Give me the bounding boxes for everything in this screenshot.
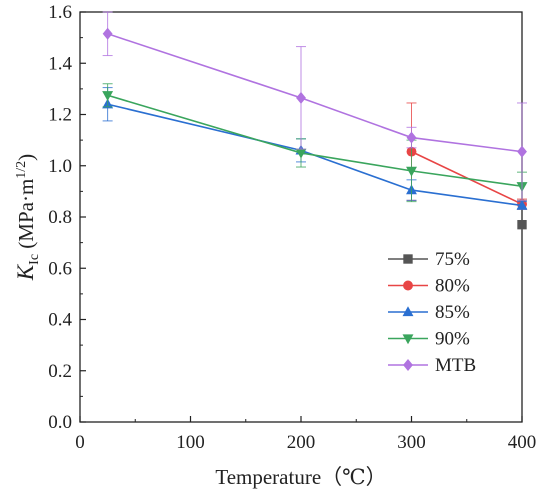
- y-axis-title-unit: (MPa·m: [14, 179, 38, 254]
- legend-label: 90%: [435, 329, 470, 350]
- data-point: [516, 199, 528, 210]
- series-line: [107, 94, 523, 188]
- data-point: [102, 91, 114, 102]
- x-tick-label: 300: [397, 432, 426, 453]
- y-tick-label: 0.8: [48, 207, 72, 228]
- series-0: [517, 220, 527, 230]
- y-axis-title-exponent: 1/2: [14, 161, 29, 179]
- y-axis-title: KIc (MPa·m1/2): [13, 154, 42, 281]
- legend: 75% 80% 85% 90% MTB: [388, 249, 476, 376]
- data-point: [517, 145, 527, 158]
- y-tick-label: 1.0: [48, 156, 72, 177]
- legend-item: 85%: [388, 302, 470, 323]
- legend-item: 80%: [388, 276, 470, 297]
- legend-marker: [403, 254, 413, 264]
- x-tick-label: 200: [287, 432, 316, 453]
- y-tick-label: 0.4: [48, 310, 72, 331]
- x-axis-title: Temperature（℃）: [215, 465, 386, 489]
- data-point: [102, 27, 113, 40]
- y-tick-label: 0.6: [48, 258, 72, 279]
- x-tick-label: 0: [75, 432, 85, 453]
- data-point: [517, 220, 527, 230]
- legend-label: MTB: [435, 355, 476, 376]
- data-point: [406, 166, 417, 177]
- y-axis-title-subscript: Ic: [27, 254, 42, 265]
- y-tick-label: 1.6: [48, 2, 72, 23]
- series-line: [107, 103, 523, 207]
- y-tick-label: 0.0: [48, 412, 72, 433]
- x-tick-label: 400: [508, 432, 537, 453]
- series-3: [102, 83, 528, 203]
- legend-label: 75%: [435, 249, 470, 270]
- y-axis-title-close: ): [14, 154, 38, 161]
- y-tick-label: 0.2: [48, 361, 72, 382]
- legend-marker: [402, 306, 414, 317]
- legend-item: 75%: [388, 249, 470, 270]
- data-point: [296, 91, 306, 104]
- y-axis-title-symbol: K: [13, 263, 38, 281]
- y-axis: 0.0 0.2 0.4 0.6 0.8 1.0 1.2 1.4 1.6: [48, 2, 86, 433]
- y-tick-label: 1.4: [48, 53, 72, 74]
- x-tick-label: 100: [176, 432, 205, 453]
- series-1: [406, 102, 527, 210]
- data-point: [406, 131, 417, 144]
- legend-marker: [403, 280, 413, 291]
- legend-label: 80%: [435, 276, 470, 297]
- x-axis: 0 100 200 300 400: [75, 416, 536, 453]
- legend-marker: [402, 334, 414, 345]
- legend-item: MTB: [388, 355, 476, 376]
- legend-label: 85%: [435, 302, 470, 323]
- series-layer: [102, 11, 528, 230]
- series-line: [107, 33, 523, 153]
- series-2: [102, 87, 528, 210]
- data-point: [295, 148, 307, 159]
- legend-marker: [403, 359, 413, 371]
- series-4: [102, 11, 527, 201]
- y-tick-label: 1.2: [48, 105, 72, 126]
- legend-item: 90%: [388, 329, 470, 350]
